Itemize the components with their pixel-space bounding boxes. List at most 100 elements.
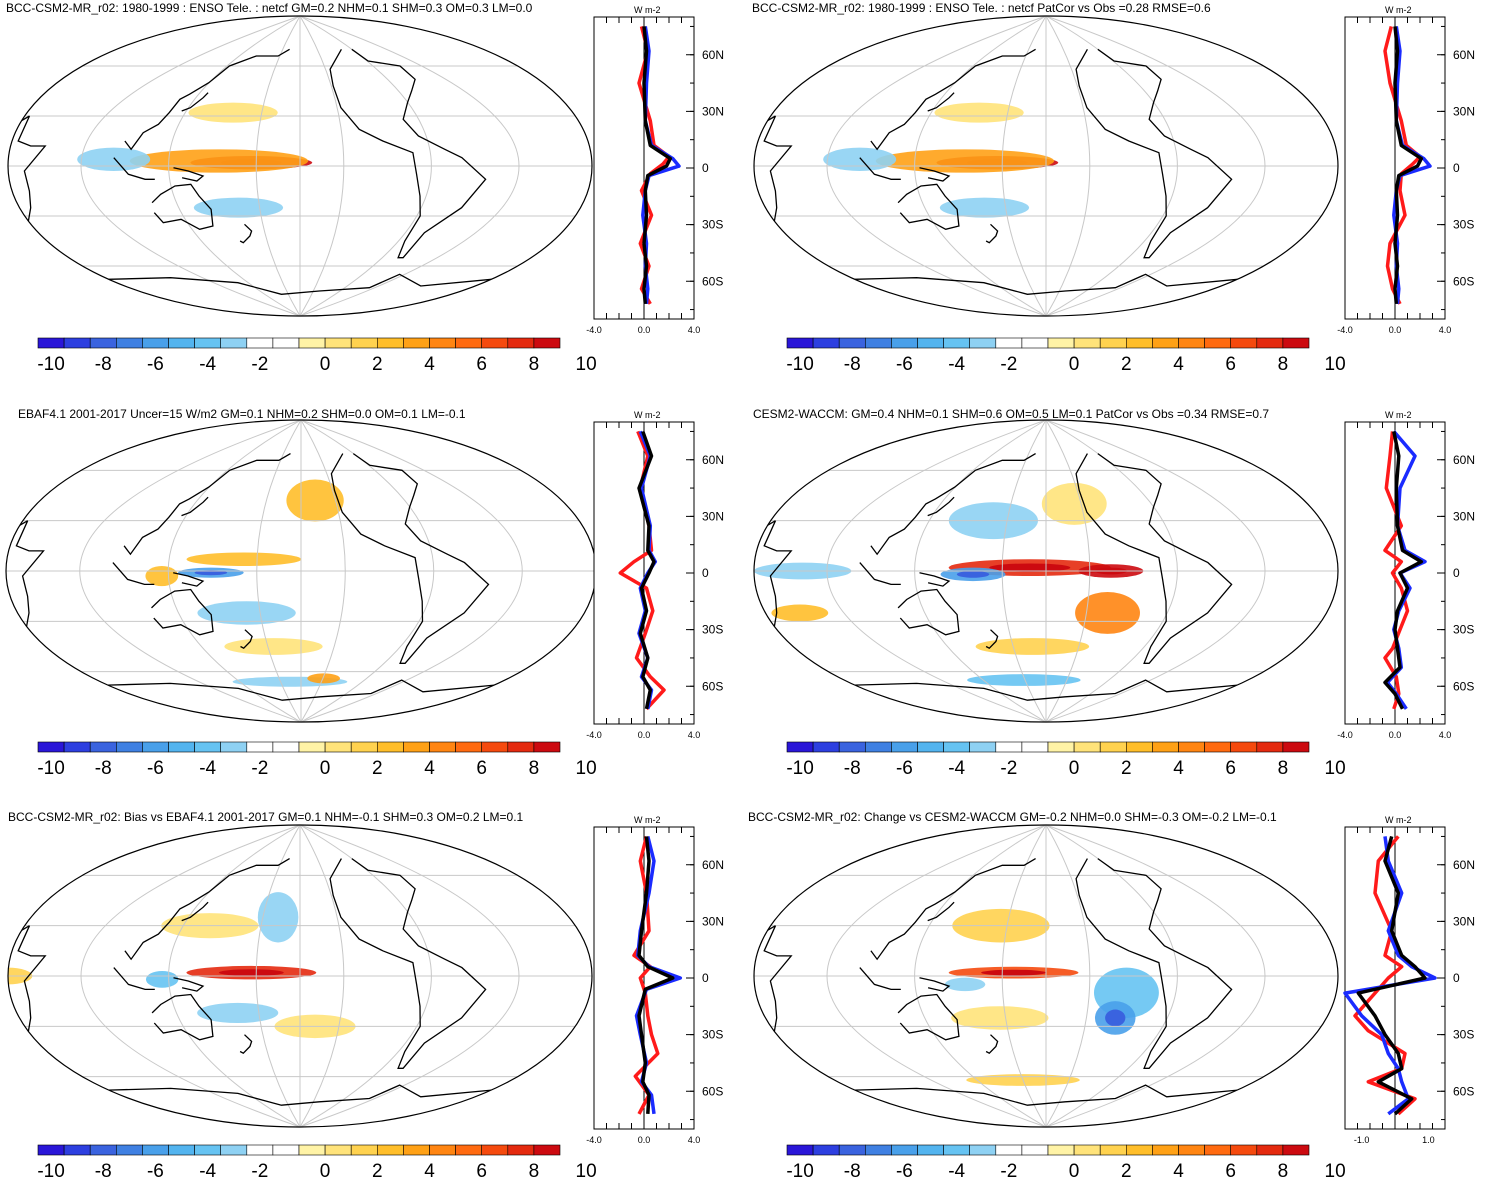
colorbar-label: 6: [476, 354, 487, 375]
panel-1: 60N 30N 0 30S 60S W m-2 -4.0 0.0 4.0 -10 -8 -6 -4 -2 0…: [7, 5, 724, 375]
colorbar-label: 0: [1069, 758, 1080, 779]
colorbar-label: -4: [199, 354, 216, 375]
lat-tick-label: 0: [702, 971, 709, 985]
colorbar-cell: [89, 1144, 117, 1156]
coastline: [239, 1034, 253, 1055]
colorbar-cell: [507, 337, 535, 349]
colorbar-cell: [1073, 337, 1101, 349]
panel-title-3: EBAF4.1 2001-2017 Uncer=15 W/m2 GM=0.1 N…: [18, 407, 466, 421]
colorbar-cell: [246, 1144, 274, 1156]
x-tick-label: -4.0: [586, 730, 602, 740]
colorbar-cell: [272, 337, 300, 349]
anomaly-patch: [823, 147, 897, 171]
anomaly-patch: [754, 149, 755, 167]
x-tick-label: 4.0: [688, 1135, 701, 1145]
colorbar-cell: [246, 337, 274, 349]
coastline: [919, 572, 951, 587]
lon-gridline: [1045, 825, 1266, 1127]
colorbar-label: -6: [896, 1161, 913, 1181]
colorbar-label: 0: [320, 354, 331, 375]
panel-6: 60N 30N 0 30S 60S W m-2 -1.0 1.0 -10 -8 -6 -4 -2 0 2 4 6…: [753, 815, 1475, 1181]
coastline: [108, 273, 492, 295]
colorbar-cell: [507, 1144, 535, 1156]
colorbar-2: -10 -8 -6 -4 -2 0 2 4 6 8 10: [786, 337, 1346, 375]
unit-label: W m-2: [634, 410, 661, 420]
coastline: [927, 901, 955, 922]
anomaly-patch: [257, 892, 299, 943]
coastline: [329, 48, 487, 259]
colorbar-label: 8: [529, 1161, 540, 1181]
lat-tick-label: 30S: [702, 1028, 723, 1042]
lon-gridline: [168, 420, 302, 722]
colorbar-label: -10: [786, 1161, 813, 1181]
colorbar-label: 10: [576, 1161, 597, 1181]
lon-gridline: [1045, 16, 1091, 316]
lon-gridline: [299, 825, 520, 1127]
zonal-profile-3: 60N 30N 0 30S 60S W m-2 -4.0 0.0 4.0: [586, 410, 724, 740]
lon-gridline: [1045, 420, 1091, 722]
coastline: [1075, 48, 1233, 259]
map-2: [754, 16, 1338, 316]
colorbar-cell: [786, 741, 814, 753]
colorbar-cell: [1047, 1144, 1075, 1156]
colorbar-cell: [1230, 337, 1258, 349]
colorbar-label: 2: [372, 354, 383, 375]
colorbar-cell: [403, 1144, 430, 1156]
map-6: [754, 825, 1338, 1127]
colorbar-cell: [376, 741, 404, 753]
colorbar-cell: [917, 1144, 944, 1156]
coastline: [6, 520, 45, 629]
colorbar-cell: [786, 337, 814, 349]
lat-tick-label: 60S: [702, 679, 723, 693]
colorbar-cell: [350, 337, 378, 349]
colorbar-label: -4: [948, 1161, 965, 1181]
coastline: [927, 496, 955, 517]
colorbar-cell: [89, 337, 117, 349]
colorbar-cell: [298, 1144, 326, 1156]
colorbar-label: -8: [844, 1161, 861, 1181]
unit-label: W m-2: [1385, 5, 1412, 15]
coastline: [240, 629, 253, 650]
colorbar-label: 0: [1069, 1161, 1080, 1181]
lat-tick-label: 60S: [702, 1084, 723, 1098]
lon-gridline: [1045, 825, 1091, 1127]
panel-title-1: BCC-CSM2-MR_r02: 1980-1999 : ENSO Tele. …: [6, 1, 533, 15]
anomaly-patch: [771, 604, 829, 622]
lat-tick-label: 30S: [702, 218, 723, 232]
colorbar-label: -2: [251, 758, 268, 779]
lat-tick-label: 30N: [702, 914, 724, 928]
panel-title-4: CESM2-WACCM: GM=0.4 NHM=0.1 SHM=0.6 OM=0…: [753, 407, 1270, 421]
coastline: [985, 223, 999, 244]
anomaly-core: [989, 563, 1071, 572]
anomaly-patch: [188, 102, 278, 123]
coastline: [854, 679, 1238, 701]
colorbar-cell: [220, 337, 248, 349]
colorbar-label: 8: [529, 354, 540, 375]
colorbar-3: -10 -8 -6 -4 -2 0 2 4 6 8 10: [37, 741, 597, 779]
anomaly-patch: [951, 1006, 1049, 1030]
anomaly-patch: [8, 967, 33, 985]
colorbar-cell: [1099, 741, 1127, 753]
colorbar-cell: [429, 1144, 456, 1156]
anomaly-core: [956, 571, 990, 578]
colorbar-label: 10: [576, 758, 597, 779]
colorbar-cell: [1282, 337, 1310, 349]
colorbar-cell: [272, 1144, 300, 1156]
panel-3: 60N 30N 0 30S 60S W m-2 -4.0 0.0 4.0 -10 -8 -6 -4 -2 0…: [5, 410, 724, 779]
anomaly-patch: [129, 149, 309, 173]
anomaly-core: [1105, 1009, 1126, 1027]
colorbar-cell: [116, 1144, 143, 1156]
colorbar-6: -10 -8 -6 -4 -2 0 2 4 6 8 10: [786, 1144, 1346, 1181]
colorbar-label: -2: [251, 354, 268, 375]
colorbar-cell: [1047, 337, 1075, 349]
colorbar-cell: [1256, 1144, 1284, 1156]
colorbar-label: 8: [1278, 758, 1289, 779]
coastline: [113, 967, 155, 991]
profile-line-red: [1383, 25, 1422, 305]
profile-line-red: [1353, 835, 1417, 1116]
map-5: [8, 825, 592, 1127]
colorbar-label: 10: [1325, 1161, 1346, 1181]
lon-gridline: [826, 16, 1047, 316]
colorbar-label: 6: [1225, 354, 1236, 375]
colorbar-cell: [864, 337, 892, 349]
